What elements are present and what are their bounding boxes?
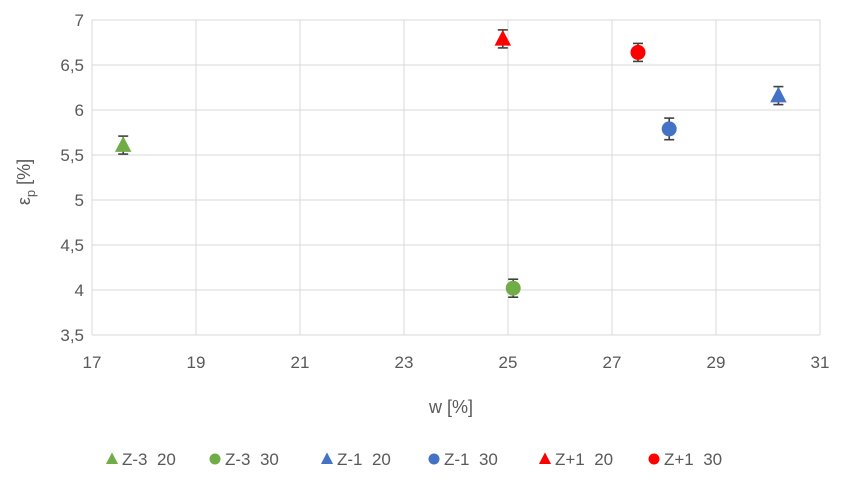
data-point [630,42,646,63]
legend-circle-icon [648,453,660,465]
legend-item: Z+1 30 [648,450,722,469]
triangle-marker [494,29,512,46]
x-tick-label: 19 [187,353,206,372]
x-tick-label: 29 [707,353,726,372]
x-axis-title: w [%] [428,397,473,417]
x-tick-label: 31 [811,353,830,372]
x-tick-label: 27 [603,353,622,372]
legend-label: Z-1 20 [337,450,391,469]
data-point [114,135,132,155]
x-tick-label: 23 [395,353,414,372]
x-tick-label: 17 [83,353,102,372]
y-tick-label: 6 [75,101,84,120]
legend-label: Z-3 30 [225,450,279,469]
data-point [770,85,787,106]
y-tick-label: 3,5 [60,326,84,345]
legend-label: Z-3 20 [122,450,176,469]
data-point [505,278,521,299]
legend-item: Z-1 30 [428,450,498,469]
triangle-marker [114,136,132,152]
y-axis-unit: [%] [14,159,34,190]
legend-label: Z+1 20 [555,450,613,469]
triangle-marker [770,86,787,103]
y-axis-title: εp [%] [14,159,38,205]
legend-label: Z+1 30 [664,450,722,469]
circle-marker [630,44,646,60]
legend-triangle-icon [538,452,552,464]
y-tick-labels: 3,5 4 4,5 5 5,5 6 6,5 7 [60,11,84,345]
y-tick-label: 5,5 [60,146,84,165]
legend-label: Z-1 30 [444,450,498,469]
grid-lines [91,19,821,336]
x-tick-label: 25 [499,353,518,372]
y-axis-symbol: ε [14,197,34,205]
x-tick-labels: 17 19 21 23 25 27 29 31 [83,353,830,372]
y-tick-label: 4,5 [60,236,84,255]
legend-triangle-icon [105,452,119,464]
y-tick-label: 7 [75,11,84,30]
legend-item: Z-3 30 [209,450,279,469]
legend-circle-icon [209,453,221,465]
circle-marker [505,280,521,296]
data-point [494,29,512,49]
y-axis-subscript: p [23,190,38,197]
legend-triangle-icon [320,452,334,464]
legend: Z-3 20 Z-3 30 Z-1 20 Z-1 30 Z+1 20 Z+1 30 [105,450,722,469]
circle-marker [661,121,677,137]
legend-item: Z-3 20 [105,450,176,469]
legend-circle-icon [428,453,440,465]
data-points [114,29,787,299]
legend-item: Z+1 20 [538,450,613,469]
legend-item: Z-1 20 [320,450,391,469]
data-point [661,117,677,141]
y-tick-label: 5 [75,191,84,210]
y-tick-label: 6,5 [60,56,84,75]
x-tick-label: 21 [291,353,310,372]
y-tick-label: 4 [75,281,84,300]
